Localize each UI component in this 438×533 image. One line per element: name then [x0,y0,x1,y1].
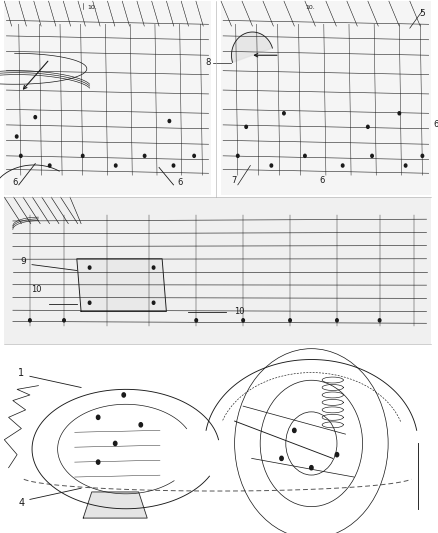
Polygon shape [232,32,272,62]
Circle shape [283,112,285,115]
Circle shape [398,112,401,115]
Circle shape [336,319,338,322]
Circle shape [114,164,117,167]
Circle shape [245,125,247,128]
Circle shape [139,423,142,427]
Circle shape [304,154,306,157]
Circle shape [143,155,146,157]
Text: 7: 7 [231,176,236,185]
Circle shape [96,415,100,419]
Circle shape [193,155,195,157]
Text: 10: 10 [233,307,244,316]
Circle shape [335,453,339,457]
Circle shape [34,116,36,119]
Bar [221,1,431,195]
Circle shape [404,164,407,167]
Circle shape [421,154,424,157]
Circle shape [289,319,291,322]
Circle shape [280,456,283,461]
Circle shape [63,319,65,322]
Circle shape [28,319,31,322]
Polygon shape [77,259,166,311]
Text: 6: 6 [177,178,182,187]
Text: 8: 8 [205,59,211,68]
Circle shape [237,154,239,157]
Circle shape [152,266,155,269]
Text: 5: 5 [420,9,425,18]
Text: 6: 6 [319,176,325,185]
Bar [4,197,431,344]
Circle shape [371,154,373,157]
Text: 4: 4 [18,498,25,508]
Text: 10.: 10. [87,5,97,10]
Circle shape [122,393,125,397]
Circle shape [310,466,313,470]
Circle shape [88,301,91,304]
Circle shape [20,155,22,157]
Circle shape [49,164,51,167]
Text: 6: 6 [433,120,438,130]
Text: 10: 10 [31,285,42,294]
Circle shape [113,441,117,446]
Text: 1: 1 [18,368,25,377]
Circle shape [293,429,296,432]
Circle shape [367,125,369,128]
Text: 6: 6 [12,178,18,187]
Circle shape [88,266,91,269]
Bar [4,1,211,195]
Text: 9: 9 [21,257,26,266]
Polygon shape [83,492,147,518]
Circle shape [378,319,381,322]
Circle shape [81,155,84,157]
Circle shape [96,460,100,464]
Circle shape [242,319,244,322]
Circle shape [270,164,272,167]
Circle shape [195,319,198,322]
Circle shape [15,135,18,138]
Circle shape [152,301,155,304]
Circle shape [172,164,175,167]
Circle shape [342,164,344,167]
Text: 10.: 10. [305,5,314,10]
Bar [4,346,431,533]
Circle shape [168,119,171,123]
